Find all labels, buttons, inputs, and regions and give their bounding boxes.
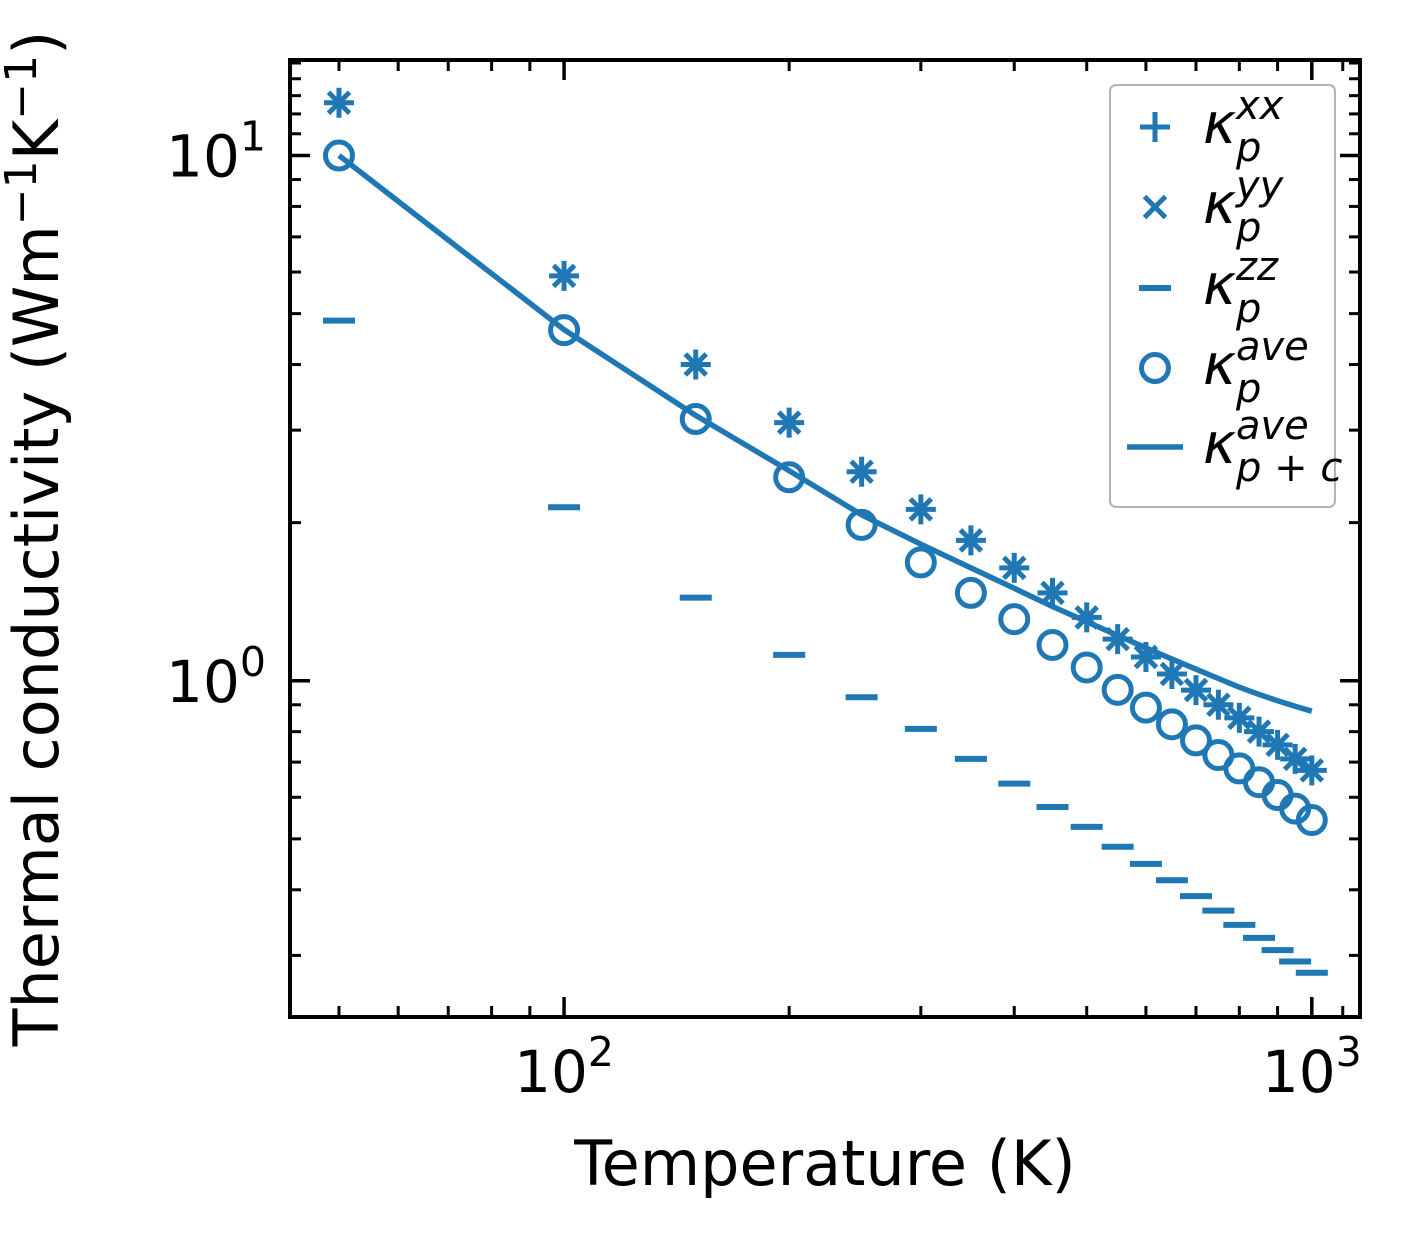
legend-label-kappa_p_plus_c_ave: κave p + c — [1203, 403, 1342, 491]
cross-marker — [326, 90, 352, 116]
cross-marker — [776, 410, 802, 435]
circle-marker — [1129, 691, 1162, 724]
legend-label-kappa_p_ave: κave p — [1203, 324, 1309, 412]
x-tick-label: 103 — [1262, 1028, 1362, 1106]
legend-label-kappa_p_zz: κzz p — [1203, 244, 1279, 332]
cross-marker — [1227, 705, 1252, 731]
cross-marker — [849, 459, 874, 485]
cross-marker — [551, 263, 577, 289]
cross-marker — [1299, 758, 1325, 783]
cross-marker — [1040, 580, 1065, 606]
y-axis-label: Thermal conductivity (Wm−1K−1) — [0, 31, 73, 1048]
x-tick-label: 102 — [514, 1028, 614, 1106]
circle-marker — [679, 403, 712, 436]
circle-marker — [1155, 708, 1188, 741]
circle-marker — [1139, 352, 1171, 384]
y-tick-label: 101 — [166, 113, 266, 191]
series-kappa_p_zz — [322, 317, 1328, 976]
cross-marker — [1183, 677, 1209, 703]
legend-entry-kappa_p_ave: κave p — [1139, 324, 1309, 412]
legend-entry-kappa_p_xx: κxx p — [1140, 83, 1284, 171]
cross-marker — [683, 352, 709, 377]
circle-marker — [954, 576, 987, 609]
legend-entry-kappa_p_plus_c_ave: κave p + c — [1127, 403, 1342, 491]
cross-marker — [1265, 732, 1290, 758]
series-kappa_p_plus_c_ave — [337, 153, 1313, 714]
series-kappa_p_yy — [326, 90, 1325, 783]
circle-marker — [1036, 628, 1069, 661]
circle-marker — [1101, 673, 1134, 706]
kpc-ave-line — [337, 153, 1313, 714]
series-kappa_p_ave — [322, 139, 1328, 837]
legend-entry-kappa_p_zz: κzz p — [1139, 244, 1279, 332]
legend-label-kappa_p_yy: κyy p — [1203, 163, 1285, 251]
legend-box — [1109, 84, 1336, 508]
cross-marker — [958, 528, 984, 553]
circle-marker — [322, 139, 355, 172]
circle-marker — [998, 603, 1031, 636]
cross-marker — [1282, 746, 1308, 772]
y-tick-label: 100 — [166, 638, 266, 716]
cross-marker — [1206, 692, 1231, 718]
circle-marker — [904, 546, 937, 579]
cross-marker — [1246, 719, 1272, 744]
circle-marker — [548, 314, 581, 347]
plus-marker — [1140, 112, 1170, 142]
legend-label-kappa_p_xx: κxx p — [1203, 83, 1284, 171]
axes-spines — [288, 58, 1362, 1019]
circle-marker — [845, 508, 878, 541]
cross-marker — [1159, 661, 1185, 687]
x-axis-label: Temperature (K) — [573, 1127, 1075, 1200]
circle-marker — [1070, 651, 1103, 684]
legend-entry-kappa_p_yy: κyy p — [1142, 163, 1285, 251]
cross-marker — [908, 497, 934, 522]
circle-marker — [1295, 804, 1328, 837]
cross-marker — [1142, 194, 1168, 220]
circle-marker — [1179, 724, 1212, 757]
cross-marker — [1001, 555, 1027, 581]
